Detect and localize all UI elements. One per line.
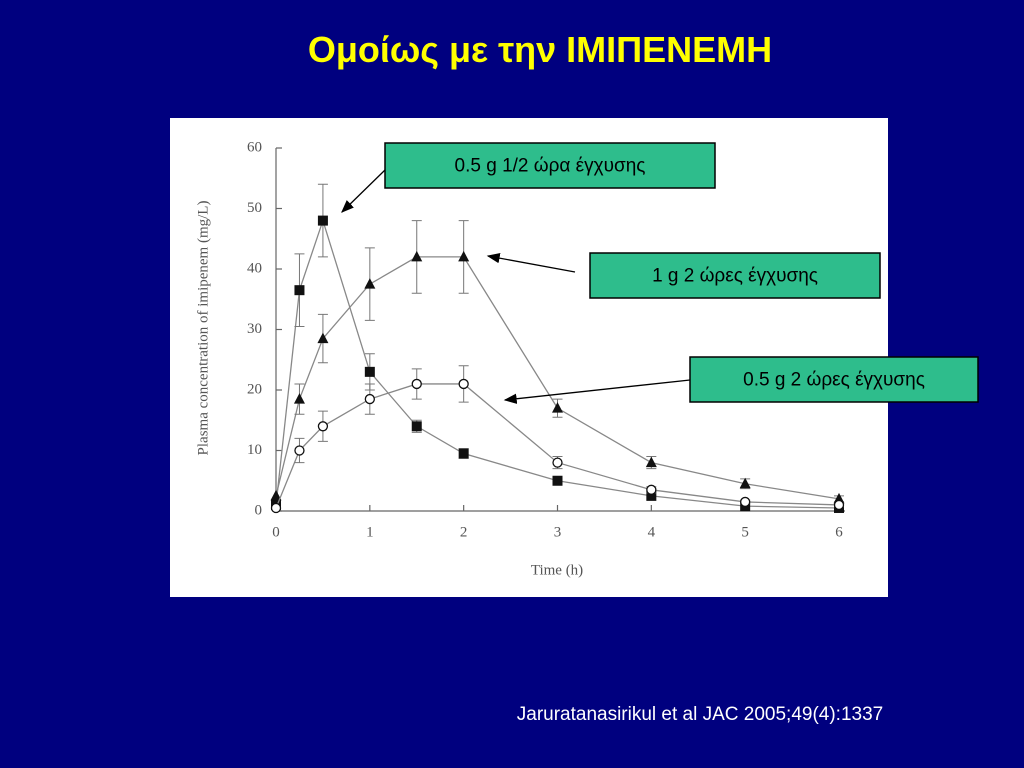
x-tick-label: 4 bbox=[648, 524, 656, 540]
data-point bbox=[552, 457, 563, 468]
series-line bbox=[275, 383, 840, 509]
x-tick-label: 5 bbox=[741, 524, 749, 540]
data-point bbox=[552, 475, 563, 486]
data-point bbox=[317, 332, 329, 344]
callout-arrow bbox=[341, 169, 386, 213]
x-tick-label: 1 bbox=[366, 524, 374, 540]
data-point bbox=[411, 378, 422, 390]
citation: Jaruratanasirikul et al JAC 2005;49(4):1… bbox=[517, 704, 883, 725]
data-point bbox=[317, 421, 329, 432]
data-point bbox=[458, 250, 470, 262]
x-tick-label: 6 bbox=[835, 524, 843, 540]
data-point bbox=[646, 484, 657, 495]
data-point bbox=[317, 215, 328, 226]
data-point bbox=[458, 378, 469, 390]
slide-title: Ομοίως με την ΙΜΙΠΕΝΕΜΗ bbox=[308, 29, 772, 70]
data-point bbox=[294, 285, 305, 296]
data-point bbox=[833, 499, 845, 511]
data-point bbox=[294, 445, 305, 456]
data-point bbox=[411, 250, 423, 262]
data-point bbox=[646, 490, 657, 501]
y-tick-label: 20 bbox=[247, 381, 262, 397]
x-tick-label: 3 bbox=[554, 524, 562, 540]
data-point bbox=[270, 502, 282, 514]
y-tick-label: 0 bbox=[255, 502, 263, 518]
y-axis-label: Plasma concentration of imipenem (mg/L) bbox=[195, 201, 211, 456]
callout-box bbox=[384, 142, 716, 189]
data-point bbox=[552, 402, 563, 413]
callout-arrow bbox=[486, 253, 576, 273]
y-tick-label: 10 bbox=[247, 442, 262, 458]
data-point bbox=[364, 393, 375, 405]
legend-label: 0.5 g 2 ώρες έγχυσης bbox=[743, 370, 925, 391]
callout-box bbox=[589, 252, 881, 299]
data-point bbox=[411, 421, 422, 432]
y-tick-label: 60 bbox=[247, 139, 262, 155]
legend-label: 0.5 g 1/2 ώρα έγχυσης bbox=[455, 156, 646, 177]
x-tick-label: 2 bbox=[460, 524, 468, 540]
data-point bbox=[364, 278, 376, 289]
callout-box bbox=[689, 356, 979, 403]
legend-label: 1 g 2 ώρες έγχυσης bbox=[652, 266, 818, 287]
data-point bbox=[458, 448, 469, 459]
data-point bbox=[740, 496, 751, 508]
data-point bbox=[270, 489, 282, 501]
callout-arrow bbox=[503, 379, 691, 404]
data-point bbox=[293, 393, 305, 404]
data-point bbox=[364, 366, 375, 377]
y-tick-label: 30 bbox=[247, 321, 262, 337]
data-point bbox=[645, 456, 657, 468]
data-point bbox=[739, 477, 751, 489]
x-axis-label: Time (h) bbox=[531, 562, 583, 578]
y-tick-label: 50 bbox=[247, 200, 262, 216]
y-tick-label: 40 bbox=[247, 260, 262, 276]
x-tick-label: 0 bbox=[272, 524, 280, 540]
series-line bbox=[275, 218, 840, 509]
series-line bbox=[275, 256, 840, 500]
